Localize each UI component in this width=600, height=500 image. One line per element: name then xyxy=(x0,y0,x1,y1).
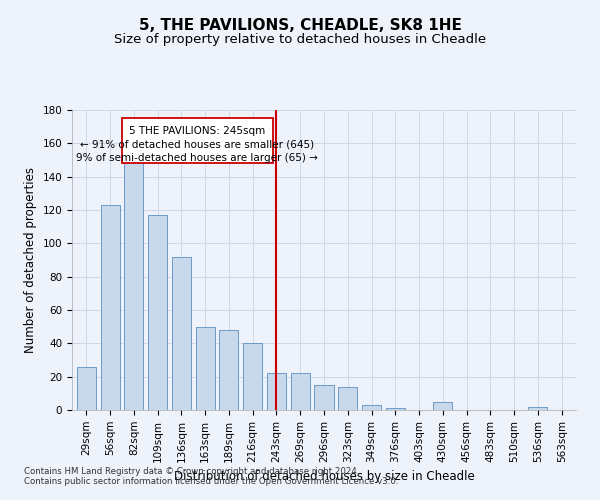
Bar xyxy=(172,256,191,410)
Bar xyxy=(529,406,547,410)
Text: ← 91% of detached houses are smaller (645): ← 91% of detached houses are smaller (64… xyxy=(80,139,314,149)
Bar xyxy=(196,326,215,410)
Text: Size of property relative to detached houses in Cheadle: Size of property relative to detached ho… xyxy=(114,32,486,46)
Bar xyxy=(124,160,143,410)
Bar xyxy=(291,374,310,410)
X-axis label: Distribution of detached houses by size in Cheadle: Distribution of detached houses by size … xyxy=(173,470,475,483)
FancyBboxPatch shape xyxy=(122,118,273,164)
Bar xyxy=(267,374,286,410)
Text: 5, THE PAVILIONS, CHEADLE, SK8 1HE: 5, THE PAVILIONS, CHEADLE, SK8 1HE xyxy=(139,18,461,32)
Bar xyxy=(220,330,238,410)
Bar xyxy=(338,386,357,410)
Text: Contains public sector information licensed under the Open Government Licence v3: Contains public sector information licen… xyxy=(24,477,398,486)
Bar xyxy=(101,205,119,410)
Bar xyxy=(243,344,262,410)
Bar xyxy=(386,408,405,410)
Bar xyxy=(314,385,334,410)
Text: 9% of semi-detached houses are larger (65) →: 9% of semi-detached houses are larger (6… xyxy=(76,154,319,164)
Bar xyxy=(77,366,96,410)
Text: 5 THE PAVILIONS: 245sqm: 5 THE PAVILIONS: 245sqm xyxy=(129,126,266,136)
Text: Contains HM Land Registry data © Crown copyright and database right 2024.: Contains HM Land Registry data © Crown c… xyxy=(24,467,359,476)
Y-axis label: Number of detached properties: Number of detached properties xyxy=(24,167,37,353)
Bar xyxy=(362,405,381,410)
Bar xyxy=(148,215,167,410)
Bar xyxy=(433,402,452,410)
